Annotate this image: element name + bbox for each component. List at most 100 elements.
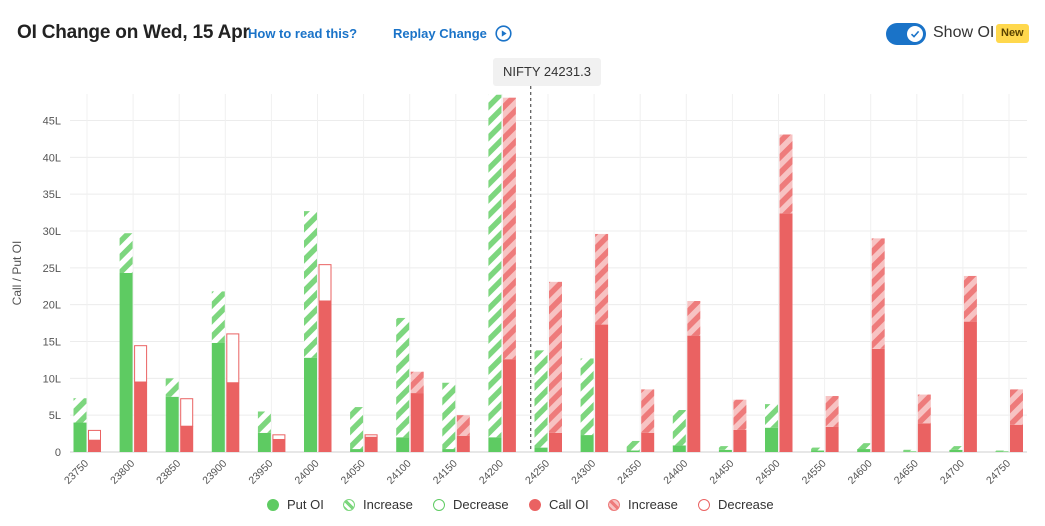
call-bar-increase — [595, 233, 609, 325]
call-bar — [272, 434, 286, 452]
call-bar — [779, 134, 793, 452]
put-bar — [73, 398, 87, 452]
legend-label: Put OI — [287, 497, 324, 512]
put-bar — [626, 440, 640, 452]
replay-change-button[interactable]: Replay Change — [393, 25, 512, 42]
put-bar-increase — [442, 382, 456, 450]
put-bar-increase — [73, 398, 87, 423]
x-tick-label: 24650 — [892, 458, 921, 487]
header: OI Change on Wed, 15 Apr How to read thi… — [0, 0, 1045, 66]
y-axis-label: Call / Put OI — [10, 241, 24, 306]
x-tick-label: 24000 — [292, 458, 321, 487]
legend-call-oi[interactable]: Call OI — [529, 497, 589, 512]
call-bar-base — [226, 382, 240, 452]
legend-put-increase[interactable]: Increase — [343, 497, 413, 512]
call-bar-base — [410, 393, 424, 452]
put-bar — [488, 94, 502, 452]
call-bar — [456, 415, 470, 452]
legend-swatch-put-oi — [267, 498, 279, 511]
put-bar — [211, 291, 225, 452]
legend-call-decrease[interactable]: Decrease — [698, 497, 774, 512]
legend-put-oi[interactable]: Put OI — [267, 497, 324, 512]
x-tick-label: 24700 — [938, 458, 967, 487]
put-bar — [304, 211, 317, 452]
y-tick-label: 30L — [43, 226, 61, 238]
call-bar-increase — [549, 281, 562, 433]
legend-put-decrease[interactable]: Decrease — [433, 497, 509, 512]
y-tick-label: 35L — [43, 189, 61, 201]
call-bar-base — [733, 429, 747, 452]
put-bar-increase — [995, 450, 1009, 452]
put-bar-increase — [672, 410, 686, 446]
new-badge: New — [996, 24, 1029, 43]
y-tick-label: 20L — [43, 300, 61, 312]
x-tick-label: 24300 — [569, 458, 598, 487]
put-bar — [995, 450, 1009, 452]
call-bar-decrease — [272, 434, 286, 440]
call-bar — [917, 394, 931, 452]
how-to-read-link[interactable]: How to read this? — [248, 26, 358, 41]
legend-call-increase[interactable]: Increase — [608, 497, 678, 512]
call-bar — [318, 264, 332, 452]
call-bar-base — [502, 359, 516, 452]
call-bar-base — [687, 335, 701, 452]
put-bar-base — [488, 437, 502, 452]
call-bar-base — [595, 324, 609, 452]
call-bar — [134, 345, 148, 452]
put-bar-increase — [350, 407, 364, 450]
put-bar-increase — [765, 404, 778, 428]
put-bar — [718, 446, 732, 452]
call-bar-base — [180, 426, 194, 452]
call-bar — [88, 429, 101, 452]
x-tick-label: 23800 — [108, 458, 137, 487]
put-bar-base — [580, 435, 594, 452]
replay-change-label: Replay Change — [393, 26, 487, 41]
call-bar — [963, 275, 977, 452]
put-bar — [350, 407, 364, 452]
put-bar — [119, 233, 133, 452]
put-bar-increase — [718, 446, 732, 450]
put-bar-base — [119, 273, 133, 452]
call-bar-base — [825, 426, 839, 452]
y-tick-label: 40L — [43, 152, 61, 164]
call-bar-decrease — [226, 333, 240, 384]
call-bar-decrease — [364, 434, 378, 438]
put-bar-increase — [119, 233, 133, 273]
y-tick-label: 15L — [43, 337, 61, 349]
call-bar-base — [917, 423, 931, 452]
call-bar-base — [318, 300, 332, 452]
legend-swatch-call-decrease — [698, 498, 710, 511]
put-bar-increase — [903, 449, 917, 452]
put-bar-base — [626, 450, 640, 452]
y-tick-label: 5L — [49, 410, 61, 422]
legend-label: Increase — [363, 497, 413, 512]
x-tick-label: 24150 — [431, 458, 460, 487]
spot-price-tooltip: NIFTY 24231.3 — [493, 58, 601, 86]
put-bar-base — [672, 445, 686, 452]
call-bar-increase — [779, 134, 793, 214]
show-oi-toggle[interactable] — [886, 23, 926, 45]
put-bar — [396, 317, 410, 452]
x-tick-label: 24750 — [984, 458, 1013, 487]
put-bar-base — [534, 447, 548, 452]
put-bar-base — [396, 437, 410, 452]
call-bar-base — [88, 440, 101, 452]
put-bar-base — [857, 449, 871, 452]
put-bar-base — [995, 451, 1009, 452]
legend-swatch-put-decrease — [433, 498, 445, 511]
put-bar-increase — [949, 446, 963, 450]
put-bar — [949, 446, 963, 452]
put-bar — [857, 443, 871, 452]
legend-label: Increase — [628, 497, 678, 512]
legend-label: Decrease — [453, 497, 509, 512]
call-bar — [687, 300, 701, 452]
call-bar-increase — [733, 399, 747, 430]
call-bar-increase — [410, 371, 424, 394]
call-bar-base — [549, 432, 562, 452]
call-bar-increase — [1010, 389, 1023, 425]
put-bar — [903, 449, 917, 452]
check-icon — [910, 30, 920, 38]
put-bar — [580, 358, 594, 452]
put-bar-increase — [211, 291, 225, 343]
